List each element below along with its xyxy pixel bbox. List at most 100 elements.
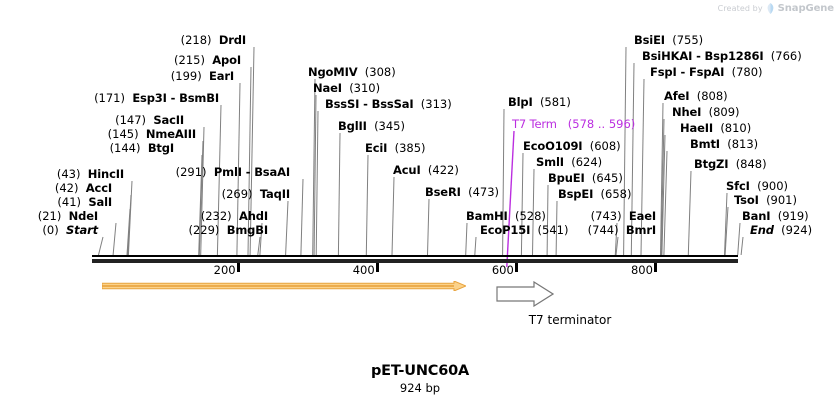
site-enzyme-name: Esp3I - BsmBI xyxy=(132,91,219,105)
site-enzyme-name: EarI xyxy=(209,69,234,83)
restriction-site-label[interactable]: (145) NmeAIII xyxy=(0,128,196,140)
site-position: (147) xyxy=(115,113,147,127)
site-enzyme-name: BanI xyxy=(742,209,771,223)
ruler-tick-label: 600 xyxy=(491,263,514,277)
restriction-site-label[interactable]: EcoO109I (608) xyxy=(523,140,621,152)
restriction-site-label[interactable]: (42) AccI xyxy=(0,182,112,194)
plasmid-backbone-line[interactable] xyxy=(92,259,738,263)
t7-terminator-caption: T7 terminator xyxy=(528,313,612,327)
feature-label[interactable]: T7 Term (578 .. 596) xyxy=(512,118,635,130)
restriction-site-label[interactable]: (215) ApoI xyxy=(0,54,241,66)
restriction-site-label[interactable]: AfeI (808) xyxy=(664,90,728,102)
ruler-tick-label: 400 xyxy=(352,263,375,277)
restriction-site-label[interactable]: (232) AhdI xyxy=(0,210,268,222)
restriction-site-label[interactable]: (41) SalI xyxy=(0,196,112,208)
restriction-site-label[interactable]: BssSI - BssSaI (313) xyxy=(325,98,452,110)
site-enzyme-name: SfcI xyxy=(726,179,750,193)
site-leader-line xyxy=(365,154,369,256)
site-leader-line xyxy=(661,134,666,256)
restriction-site-label[interactable]: BsiEI (755) xyxy=(634,34,703,46)
site-position: (624) xyxy=(571,155,603,169)
restriction-site-label[interactable]: (0) Start xyxy=(0,224,98,236)
site-position: (385) xyxy=(394,141,426,155)
restriction-site-label[interactable]: (269) TaqII xyxy=(0,187,291,201)
site-enzyme-name: BamHI xyxy=(466,209,508,223)
site-leader-line xyxy=(724,206,729,256)
plasmid-backbone-line-top xyxy=(92,255,738,257)
restriction-site-label[interactable]: BmtI (813) xyxy=(690,138,758,150)
ruler-tick xyxy=(514,263,518,272)
site-position: (308) xyxy=(364,65,396,79)
restriction-site-label[interactable]: (229) BmgBI xyxy=(0,224,268,236)
site-enzyme-name: AhdI xyxy=(239,209,268,223)
feature-leader-line xyxy=(506,130,515,268)
site-position: (291) xyxy=(175,165,207,179)
site-leader-line xyxy=(337,132,341,256)
orf-gene-arrow[interactable] xyxy=(101,276,468,292)
site-enzyme-name: BsiEI xyxy=(634,33,665,47)
site-enzyme-name: ApoI xyxy=(212,53,241,67)
site-leader-line xyxy=(740,236,744,256)
restriction-site-label[interactable]: SmlI (624) xyxy=(536,156,602,168)
site-position: (766) xyxy=(770,49,802,63)
restriction-site-label[interactable]: BtgZI (848) xyxy=(694,158,767,170)
site-position: (145) xyxy=(107,127,139,141)
restriction-site-label[interactable]: AcuI (422) xyxy=(393,164,459,176)
site-enzyme-name: EcoO109I xyxy=(523,139,583,153)
site-enzyme-name: NdeI xyxy=(68,209,98,223)
site-enzyme-name: SalI xyxy=(88,195,112,209)
site-enzyme-name: SacII xyxy=(153,113,184,127)
site-enzyme-name: AccI xyxy=(85,181,112,195)
restriction-site-label[interactable]: (291) PmlI - BsaAI xyxy=(0,165,291,179)
restriction-site-label[interactable]: NaeI (310) xyxy=(313,82,380,94)
restriction-site-label[interactable]: EcoP15I (541) xyxy=(480,224,568,236)
site-leader-line xyxy=(98,236,104,256)
site-leader-line xyxy=(663,150,668,256)
site-position: (171) xyxy=(94,91,125,105)
restriction-site-label[interactable]: BglII (345) xyxy=(338,120,405,132)
restriction-site-label[interactable]: BamHI (528) xyxy=(466,210,546,222)
restriction-site-label[interactable]: BspEI (658) xyxy=(558,188,631,200)
restriction-site-label[interactable]: (199) EarI xyxy=(0,70,234,82)
restriction-site-label[interactable]: (43) HincII xyxy=(0,168,124,180)
site-position: (744) xyxy=(587,223,619,237)
restriction-site-label[interactable]: (144) BtgI xyxy=(0,142,175,154)
site-position: (41) xyxy=(57,195,82,209)
site-enzyme-name: BsiHKAI - Bsp1286I xyxy=(642,49,764,63)
site-position: (743) xyxy=(590,209,622,223)
restriction-site-label[interactable]: NheI (809) xyxy=(672,106,740,118)
site-position: (919) xyxy=(777,209,809,223)
restriction-site-label[interactable]: TsoI (901) xyxy=(734,194,797,206)
restriction-site-label[interactable]: BlpI (581) xyxy=(508,96,571,108)
restriction-site-label[interactable]: EciI (385) xyxy=(365,142,426,154)
site-enzyme-name: BmgBI xyxy=(226,223,268,237)
restriction-site-label[interactable]: FspI - FspAI (780) xyxy=(650,66,763,78)
site-enzyme-name: TaqII xyxy=(259,187,290,201)
restriction-site-label[interactable]: (21) NdeI xyxy=(0,210,98,222)
site-position: (808) xyxy=(696,89,728,103)
restriction-site-label[interactable]: (743) EaeI xyxy=(0,209,657,223)
feature-name: T7 Term xyxy=(512,117,557,131)
site-position: (215) xyxy=(174,53,205,67)
restriction-site-label[interactable]: SfcI (900) xyxy=(726,180,788,192)
restriction-site-label[interactable]: End (924) xyxy=(750,224,812,236)
restriction-site-label[interactable]: BseRI (473) xyxy=(425,186,499,198)
restriction-site-label[interactable]: (218) DrdI xyxy=(0,34,247,46)
site-enzyme-name: BmrI xyxy=(625,223,656,237)
plasmid-length: 924 bp xyxy=(399,381,441,395)
restriction-site-label[interactable]: BsiHKAI - Bsp1286I (766) xyxy=(642,50,802,62)
watermark-prefix: Created by xyxy=(717,4,763,13)
site-position: (345) xyxy=(374,119,405,133)
ruler-tick-label: 200 xyxy=(213,263,236,277)
restriction-site-label[interactable]: (744) BmrI xyxy=(0,223,657,237)
site-enzyme-name: End xyxy=(750,223,774,237)
restriction-site-label[interactable]: (147) SacII xyxy=(0,114,184,126)
restriction-site-label[interactable]: (171) Esp3I - BsmBI xyxy=(0,92,219,104)
restriction-site-label[interactable]: BpuEI (645) xyxy=(548,172,623,184)
restriction-site-label[interactable]: NgoMIV (308) xyxy=(308,66,396,78)
restriction-site-label[interactable]: HaeII (810) xyxy=(680,122,751,134)
restriction-site-label[interactable]: BanI (919) xyxy=(742,210,809,222)
site-enzyme-name: TsoI xyxy=(734,193,759,207)
t7-terminator-arrow[interactable] xyxy=(496,280,555,308)
